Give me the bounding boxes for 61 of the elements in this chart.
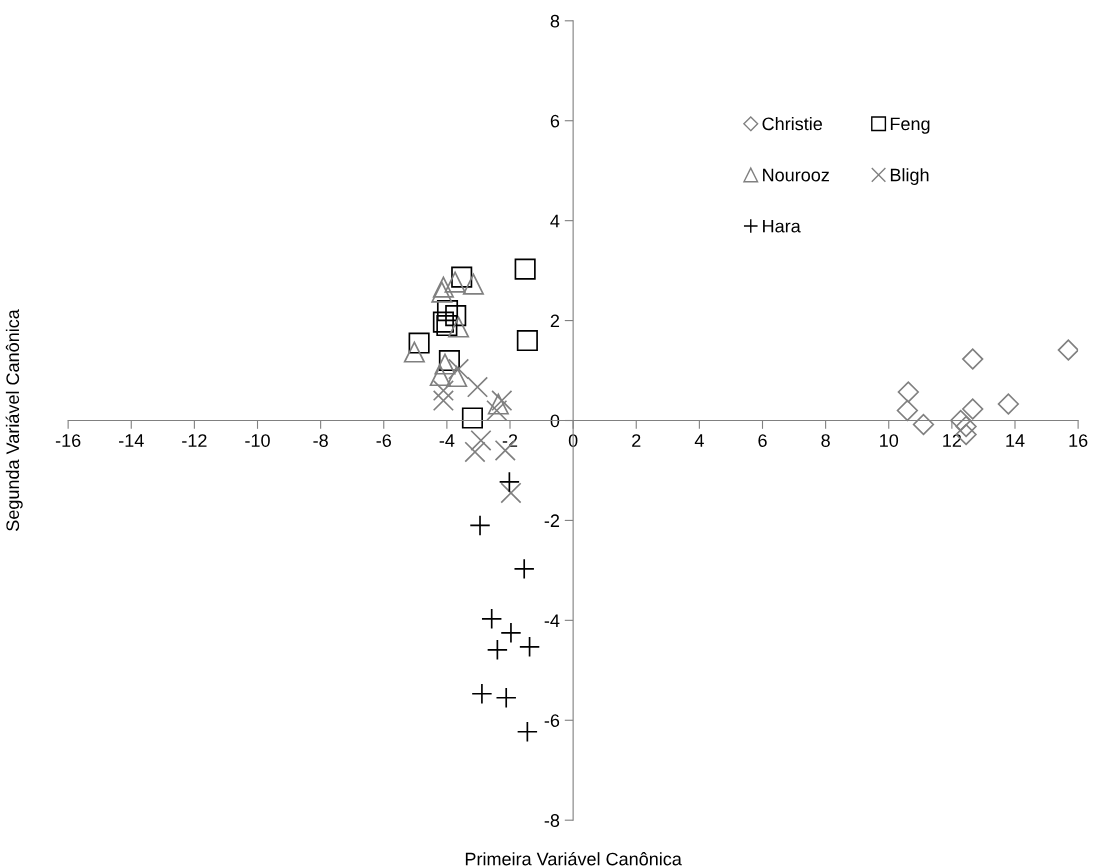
x-tick-label: 14: [1006, 434, 1025, 447]
x-tick-label: 4: [694, 434, 704, 447]
x-tick-label: 2: [632, 434, 641, 447]
point: [997, 393, 1020, 415]
x-tick-label: -4: [439, 434, 455, 447]
legend-label: Bligh: [890, 168, 929, 185]
x-tick-label: -12: [182, 434, 207, 447]
x-tick-label: 8: [821, 434, 830, 447]
point: [514, 258, 536, 280]
x-tick-label: 12: [943, 434, 962, 447]
y-tick-label: 2: [550, 314, 560, 328]
x-tick-label: -8: [313, 434, 328, 447]
point: [466, 376, 489, 398]
point: [470, 429, 492, 452]
point: [500, 482, 522, 504]
x-tick-label: -6: [376, 434, 391, 447]
legend-label: Feng: [890, 117, 930, 134]
point: [429, 364, 451, 387]
x-tick-label: -10: [245, 434, 270, 447]
point: [912, 413, 935, 436]
point: [897, 381, 919, 403]
y-tick-label: 6: [550, 114, 560, 128]
point: [431, 281, 453, 303]
y-tick-label: -2: [544, 514, 560, 527]
y-axis-title: Segunda Variável Canônica: [5, 309, 23, 531]
point: [461, 407, 484, 429]
point: [950, 409, 972, 432]
x-tick-label: -16: [55, 434, 81, 447]
x-tick-label: 16: [1069, 434, 1088, 447]
point: [432, 389, 454, 412]
point: [896, 399, 919, 422]
y-tick-label: -4: [544, 614, 560, 627]
point: [444, 271, 466, 293]
point: [436, 300, 459, 322]
point: [432, 276, 454, 298]
point: [962, 348, 984, 370]
x-tick-label: 0: [568, 434, 578, 447]
y-tick-label: -8: [544, 814, 560, 827]
x-tick-label: -14: [119, 434, 144, 447]
point: [962, 398, 984, 420]
point: [464, 441, 486, 463]
y-tick-label: -6: [544, 714, 560, 727]
y-tick-label: 4: [550, 214, 560, 228]
point: [448, 358, 470, 380]
x-axis-title: Primeira Variável Canônica: [465, 851, 682, 866]
point: [408, 332, 430, 354]
legend-label: Hara: [763, 219, 801, 233]
point: [462, 273, 484, 295]
point: [446, 365, 468, 388]
point: [1057, 339, 1079, 361]
x-tick-label: 10: [880, 434, 899, 447]
y-tick-label: 8: [550, 14, 560, 28]
point: [451, 266, 473, 288]
point: [445, 305, 467, 327]
legend-label: Christie: [762, 117, 822, 131]
point: [516, 329, 538, 352]
legend-label: Nourooz: [763, 168, 829, 182]
point: [432, 379, 454, 402]
point: [448, 316, 470, 338]
point: [403, 341, 425, 363]
x-tick-label: 6: [758, 434, 767, 447]
